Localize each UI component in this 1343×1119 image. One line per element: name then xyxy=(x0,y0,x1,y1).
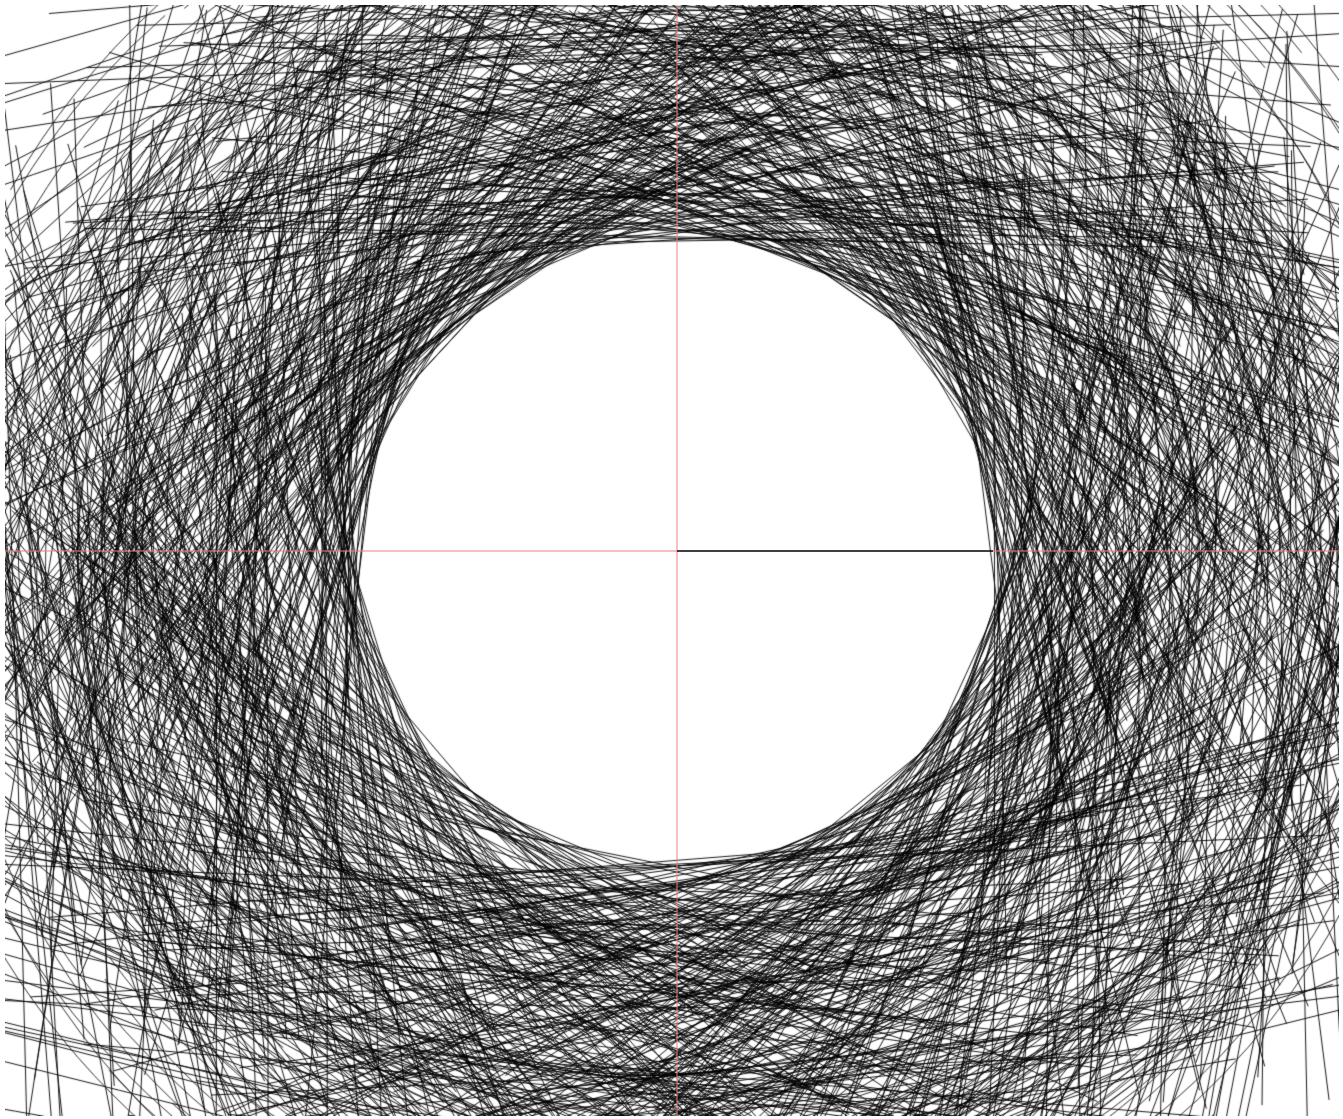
chord-envelope-canvas xyxy=(5,5,1339,1116)
